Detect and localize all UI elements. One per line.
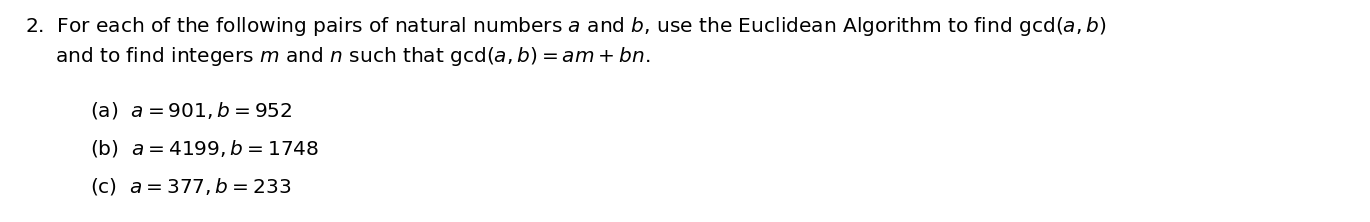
Text: and to find integers $m$ and $n$ such that $\mathrm{gcd}(a, b) = am + bn$.: and to find integers $m$ and $n$ such th…: [55, 45, 651, 68]
Text: (a)  $a = 901, b = 952$: (a) $a = 901, b = 952$: [90, 100, 293, 121]
Text: (b)  $a = 4199, b = 1748$: (b) $a = 4199, b = 1748$: [90, 138, 319, 159]
Text: 2.  For each of the following pairs of natural numbers $a$ and $b$, use the Eucl: 2. For each of the following pairs of na…: [25, 15, 1107, 38]
Text: (c)  $a = 377, b = 233$: (c) $a = 377, b = 233$: [90, 176, 292, 197]
